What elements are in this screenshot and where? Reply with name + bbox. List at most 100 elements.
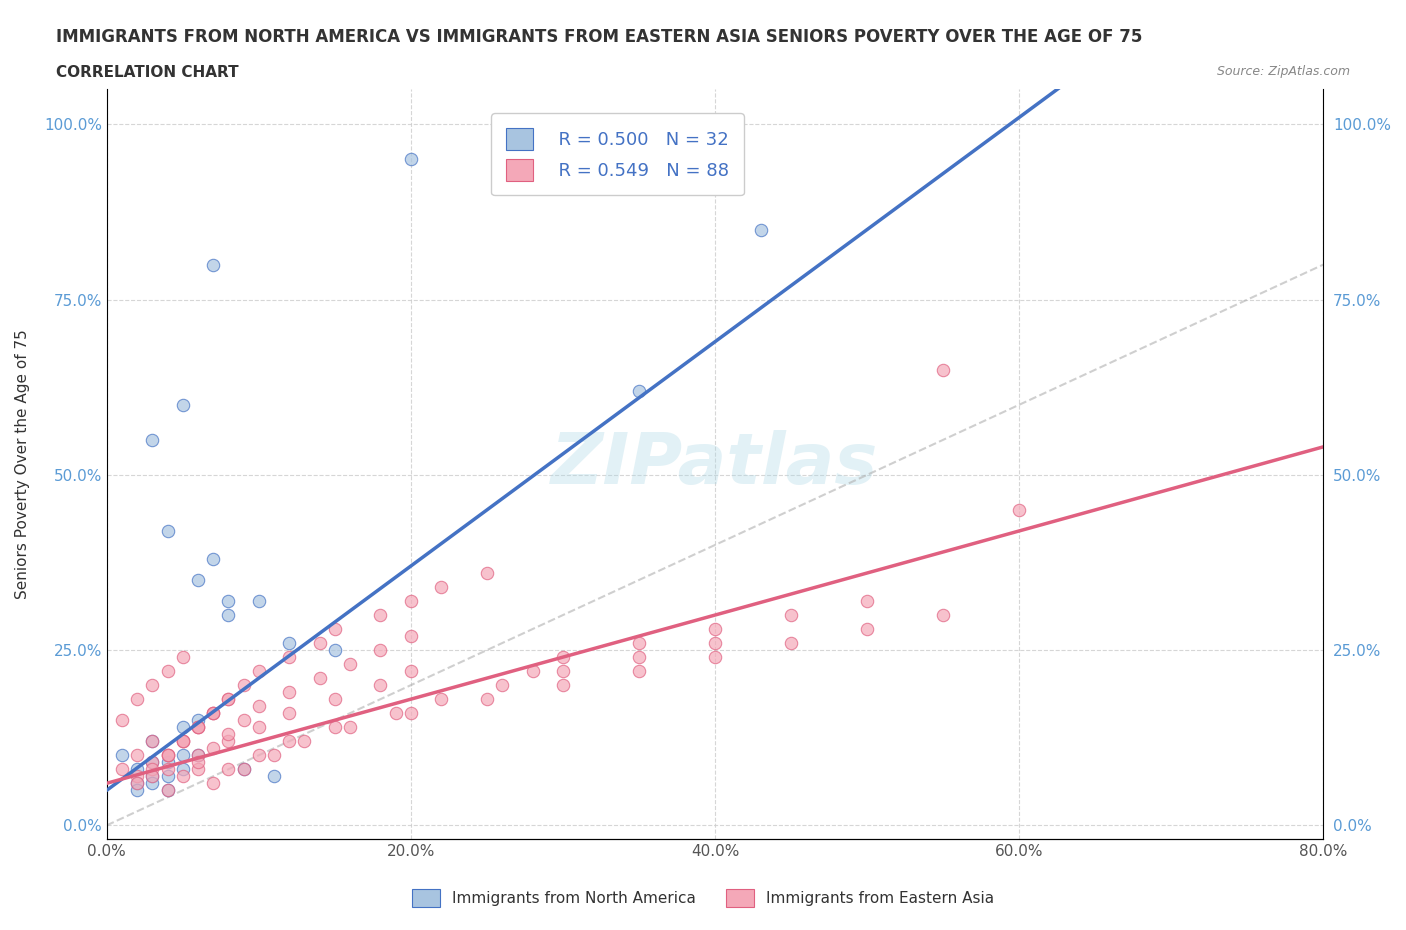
Point xyxy=(932,607,955,622)
Point xyxy=(187,755,209,770)
Legend:   R = 0.500   N = 32,   R = 0.549   N = 88: R = 0.500 N = 32, R = 0.549 N = 88 xyxy=(492,113,744,195)
Point xyxy=(202,551,225,566)
Point xyxy=(156,748,179,763)
Point xyxy=(156,748,179,763)
Point xyxy=(172,762,194,777)
Point xyxy=(399,664,422,679)
Point xyxy=(127,692,149,707)
Point xyxy=(187,573,209,588)
Point xyxy=(127,762,149,777)
Point xyxy=(263,769,285,784)
Point xyxy=(551,650,574,665)
Point xyxy=(202,776,225,790)
Point xyxy=(247,720,270,735)
Point xyxy=(627,383,650,398)
Point xyxy=(384,706,406,721)
Point xyxy=(141,762,163,777)
Point xyxy=(141,678,163,693)
Point xyxy=(475,565,498,580)
Point xyxy=(111,762,134,777)
Point xyxy=(370,643,392,658)
Point xyxy=(187,748,209,763)
Point xyxy=(370,678,392,693)
Point xyxy=(339,657,361,671)
Point xyxy=(156,783,179,798)
Point xyxy=(522,664,544,679)
Point xyxy=(370,607,392,622)
Point xyxy=(156,748,179,763)
Point xyxy=(172,734,194,749)
Point xyxy=(127,769,149,784)
Point xyxy=(399,706,422,721)
Point xyxy=(278,635,301,650)
Point xyxy=(551,678,574,693)
Point xyxy=(247,664,270,679)
Point xyxy=(308,671,330,685)
Point xyxy=(232,762,254,777)
Point xyxy=(127,776,149,790)
Point xyxy=(399,152,422,166)
Point xyxy=(339,720,361,735)
Point xyxy=(399,629,422,644)
Point xyxy=(627,650,650,665)
Y-axis label: Seniors Poverty Over the Age of 75: Seniors Poverty Over the Age of 75 xyxy=(15,329,30,599)
Point xyxy=(217,726,239,741)
Point xyxy=(172,734,194,749)
Point xyxy=(187,720,209,735)
Point xyxy=(156,762,179,777)
Point xyxy=(141,432,163,447)
Point xyxy=(323,692,346,707)
Point xyxy=(704,635,727,650)
Point xyxy=(187,712,209,727)
Point xyxy=(232,678,254,693)
Point xyxy=(217,734,239,749)
Point xyxy=(323,720,346,735)
Point xyxy=(247,698,270,713)
Point xyxy=(278,706,301,721)
Point xyxy=(111,748,134,763)
Point xyxy=(217,593,239,608)
Point xyxy=(187,720,209,735)
Point xyxy=(627,664,650,679)
Point xyxy=(217,762,239,777)
Point xyxy=(278,684,301,699)
Point xyxy=(323,643,346,658)
Point xyxy=(141,755,163,770)
Point xyxy=(111,712,134,727)
Point xyxy=(247,748,270,763)
Point xyxy=(294,734,316,749)
Point xyxy=(278,734,301,749)
Point xyxy=(172,748,194,763)
Point xyxy=(232,712,254,727)
Point xyxy=(780,607,803,622)
Point xyxy=(156,769,179,784)
Point xyxy=(704,650,727,665)
Text: IMMIGRANTS FROM NORTH AMERICA VS IMMIGRANTS FROM EASTERN ASIA SENIORS POVERTY OV: IMMIGRANTS FROM NORTH AMERICA VS IMMIGRA… xyxy=(56,28,1143,46)
Point xyxy=(187,748,209,763)
Point xyxy=(202,706,225,721)
Point xyxy=(308,635,330,650)
Point xyxy=(856,593,879,608)
Point xyxy=(141,769,163,784)
Point xyxy=(627,635,650,650)
Point xyxy=(780,635,803,650)
Point xyxy=(247,593,270,608)
Point xyxy=(202,258,225,272)
Point xyxy=(430,579,453,594)
Point xyxy=(704,621,727,636)
Point xyxy=(172,720,194,735)
Point xyxy=(141,734,163,749)
Point xyxy=(127,783,149,798)
Point xyxy=(156,524,179,538)
Point xyxy=(156,755,179,770)
Point xyxy=(172,397,194,412)
Point xyxy=(217,607,239,622)
Legend: Immigrants from North America, Immigrants from Eastern Asia: Immigrants from North America, Immigrant… xyxy=(406,884,1000,913)
Point xyxy=(141,755,163,770)
Point xyxy=(172,769,194,784)
Point xyxy=(749,222,772,237)
Point xyxy=(217,692,239,707)
Point xyxy=(856,621,879,636)
Point xyxy=(278,650,301,665)
Point xyxy=(156,664,179,679)
